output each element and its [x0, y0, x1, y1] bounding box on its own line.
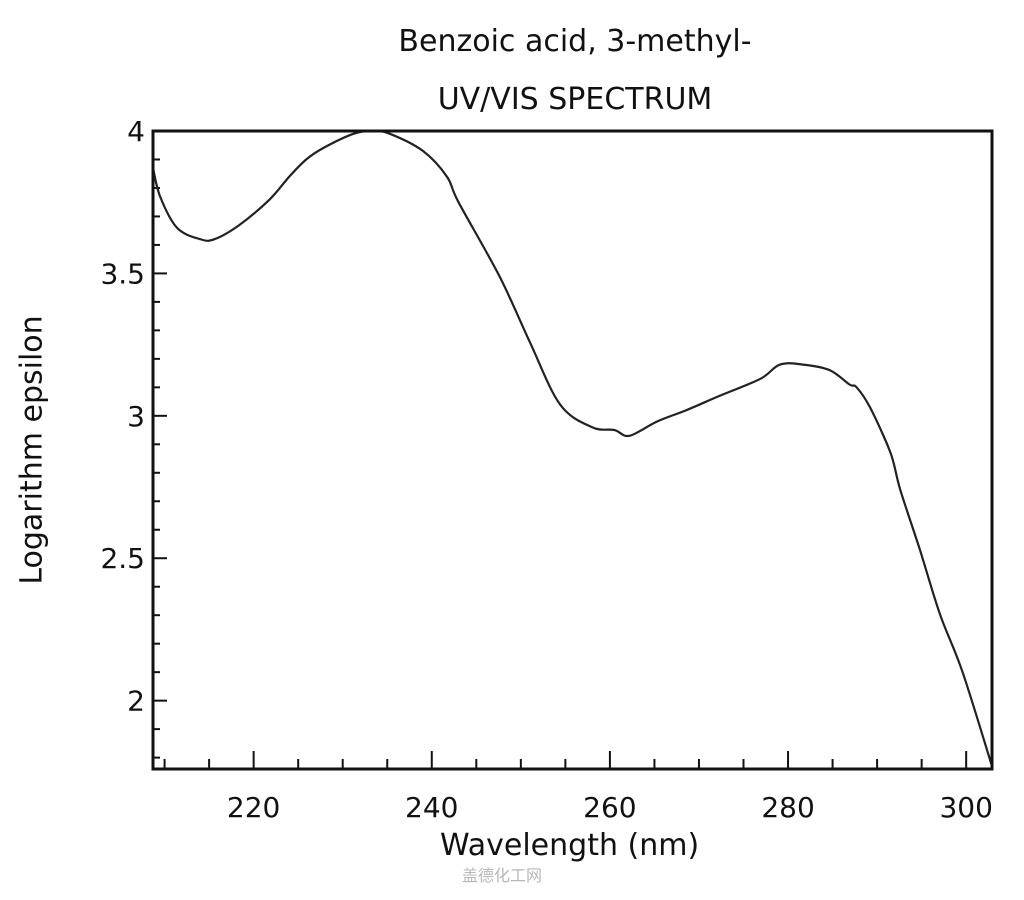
- tick-label: 2.5: [100, 542, 145, 575]
- tick-labels: 220 240 260 280 300 2 2.5 3 3.5 4: [100, 115, 992, 824]
- tick-label: 220: [227, 791, 280, 824]
- tick-label: 260: [583, 791, 636, 824]
- tick-label: 3: [127, 400, 145, 433]
- tick-label: 2: [127, 685, 145, 718]
- tick-label: 3.5: [100, 257, 145, 290]
- x-axis-label: Wavelength (nm): [440, 828, 700, 863]
- chart-title: Benzoic acid, 3-methyl-: [398, 24, 752, 59]
- tick-label: 280: [761, 791, 814, 824]
- plot-frame: [151, 129, 994, 771]
- axis-ticks: [153, 130, 968, 769]
- tick-label: 240: [405, 791, 458, 824]
- chart-subtitle: UV/VIS SPECTRUM: [437, 82, 713, 117]
- y-axis-label: Logarithm epsilon: [14, 315, 50, 585]
- spectrum-line: [151, 129, 994, 767]
- tick-label: 300: [939, 791, 992, 824]
- tick-label: 4: [127, 115, 145, 148]
- watermark: 盖德化工网: [462, 866, 543, 885]
